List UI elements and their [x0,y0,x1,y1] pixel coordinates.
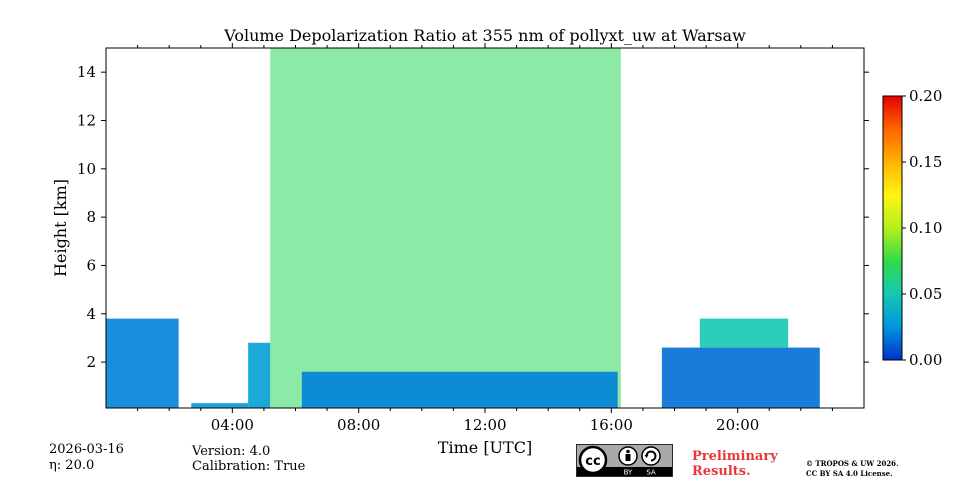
cc-text: cc [585,454,600,469]
axes: 04:00 08:00 12:00 16:00 20:00 2 4 6 8 10 12 14 [77,43,869,434]
colorbar-tick-label-2: 0.10 [909,219,942,237]
chart-title: Volume Depolarization Ratio at 355 nm of… [223,26,746,45]
colorbar-tick-label-3: 0.15 [909,153,942,171]
data-block-3 [270,48,621,408]
preliminary-line-2: Results. [692,464,751,479]
y-tick-label-1: 4 [86,305,96,323]
x-tick-label-2: 12:00 [463,416,506,434]
preliminary-note: Preliminary Results. [692,449,778,479]
cc-license-badge[interactable]: cc BY SA [576,444,673,477]
plot-area [106,48,864,408]
y-tick-label-2: 6 [86,256,96,274]
by-text: BY [624,469,633,477]
y-axis-label: Height [km] [51,179,70,277]
preliminary-line-1: Preliminary [692,449,778,464]
colorbar-tick-label-0: 0.00 [909,351,942,369]
colorbar: 0.00 0.05 0.10 0.15 0.20 [882,87,942,369]
cc-by-sa-icon: cc BY SA [577,445,672,477]
colorbar-tick-label-4: 0.20 [909,87,942,105]
x-tick-label-3: 16:00 [590,416,633,434]
y-tick-label-4: 10 [77,160,96,178]
copyright-line-2: CC BY SA 4.0 License. [806,469,893,478]
colorbar-tick-label-1: 0.05 [909,285,942,303]
y-tick-label-0: 2 [86,353,96,371]
date-label: 2026-03-16 [49,442,124,457]
x-tick-label-1: 08:00 [337,416,380,434]
x-axis-label: Time [UTC] [438,438,532,457]
copyright-line-1: © TROPOS & UW 2026. [806,459,899,468]
data-block-2 [248,342,271,408]
x-tick-label-4: 20:00 [716,416,759,434]
data-block-1 [191,403,249,408]
eta-label: η: 20.0 [49,458,95,473]
data-block-6 [699,318,789,348]
y-tick-label-3: 8 [86,208,96,226]
y-tick-label-6: 14 [77,63,96,81]
copyright-note: © TROPOS & UW 2026. CC BY SA 4.0 License… [806,459,899,479]
version-label: Version: 4.0 [192,444,271,459]
data-block-4 [301,371,618,408]
x-tick-label-0: 04:00 [211,416,254,434]
sa-text: SA [646,469,656,477]
calibration-label: Calibration: True [192,459,306,474]
data-block-0 [106,318,179,408]
data-block-5 [661,347,820,408]
y-tick-label-5: 12 [77,111,96,129]
colorbar-gradient [882,95,903,361]
